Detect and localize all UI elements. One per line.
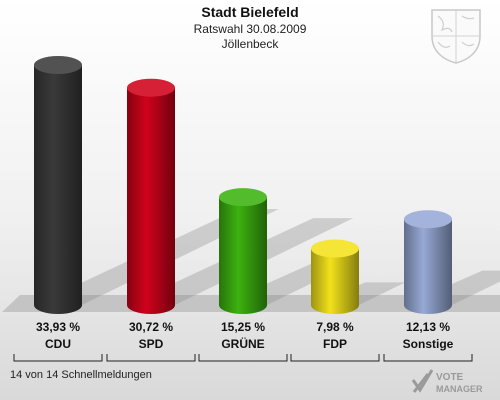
svg-text:MANAGER: MANAGER [436, 384, 483, 394]
category-label: FDP [323, 337, 347, 351]
bar-cdu [34, 56, 82, 314]
vote-manager-check-icon [411, 369, 434, 393]
chart-title: Stadt Bielefeld [201, 4, 299, 20]
coat-of-arms-icon [431, 9, 481, 64]
value-label: 7,98 % [316, 320, 354, 334]
bar-sonstige [404, 210, 452, 314]
bar-gr-ne [219, 188, 267, 314]
district-name: Jöllenbeck [221, 37, 279, 51]
category-label: Sonstige [403, 337, 454, 351]
category-bracket [290, 354, 380, 362]
category-bracket [13, 354, 103, 362]
bar-spd [127, 78, 175, 315]
category-label: SPD [139, 337, 164, 351]
chart-subtitle: Ratswahl 30.08.2009 [193, 22, 307, 36]
value-label: 33,93 % [36, 320, 80, 334]
value-label: 30,72 % [129, 320, 173, 334]
bar-fdp [311, 239, 359, 314]
value-label: 15,25 % [221, 320, 265, 334]
category-label: CDU [45, 337, 71, 351]
category-bracket [106, 354, 196, 362]
svg-text:VOTE: VOTE [436, 372, 464, 383]
report-status: 14 von 14 Schnellmeldungen [10, 369, 152, 381]
category-bracket [198, 354, 288, 362]
value-label: 12,13 % [406, 320, 450, 334]
category-bracket [383, 354, 473, 362]
vote-manager-logo: VOTE MANAGER [411, 369, 483, 394]
category-label: GRÜNE [221, 336, 264, 351]
